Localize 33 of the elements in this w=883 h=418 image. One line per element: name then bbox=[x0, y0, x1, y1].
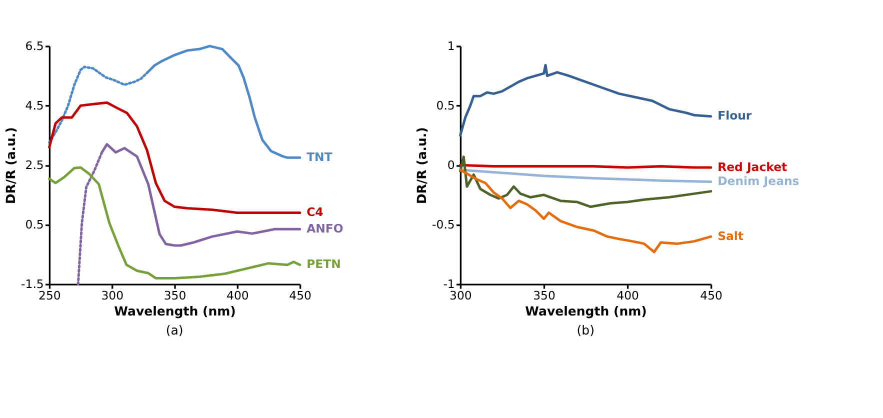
series-label: TNT bbox=[306, 150, 332, 164]
series-label: C4 bbox=[306, 205, 324, 220]
series-label: ANFO bbox=[306, 221, 344, 236]
series-label: Denim Jeans bbox=[718, 174, 800, 188]
y-tick-label: 0 bbox=[447, 158, 455, 172]
x-tick-label: 450 bbox=[700, 288, 722, 303]
y-tick-label: 2.5 bbox=[25, 158, 44, 172]
y-tick-label: 6.5 bbox=[25, 38, 44, 53]
x-tick-label: 350 bbox=[164, 288, 186, 303]
x-tick-label: 250 bbox=[38, 288, 61, 303]
text: (a) bbox=[166, 322, 184, 338]
x-axis-title: Wavelength (nm) bbox=[525, 303, 647, 318]
text: (b) bbox=[576, 322, 594, 338]
x-tick-label: 300 bbox=[450, 288, 472, 303]
x-tick-label: 350 bbox=[533, 288, 556, 303]
series-label: PETN bbox=[306, 257, 341, 272]
y-tick-label: -1.5 bbox=[21, 276, 44, 291]
y-axis-title: DR/R (a.u.) bbox=[3, 127, 18, 204]
y-tick-label: -0.5 bbox=[432, 217, 455, 232]
x-tick-label: 450 bbox=[289, 288, 312, 303]
x-tick-label: 400 bbox=[616, 288, 639, 303]
y-tick-label: -1 bbox=[443, 276, 455, 291]
y-tick-label: 1 bbox=[447, 38, 455, 53]
x-tick-label: 400 bbox=[226, 288, 249, 303]
y-tick-label: 0.5 bbox=[25, 217, 44, 232]
series-label: Red Jacket bbox=[718, 160, 788, 174]
x-axis-title: Wavelength (nm) bbox=[114, 303, 236, 318]
y-tick-label: 0.5 bbox=[436, 98, 455, 112]
series-label: Flour bbox=[718, 108, 752, 123]
y-axis-title: DR/R (a.u.) bbox=[414, 127, 430, 204]
series-label: Salt bbox=[718, 228, 744, 243]
x-tick-label: 300 bbox=[101, 288, 124, 303]
y-tick-label: 4.5 bbox=[25, 98, 44, 112]
